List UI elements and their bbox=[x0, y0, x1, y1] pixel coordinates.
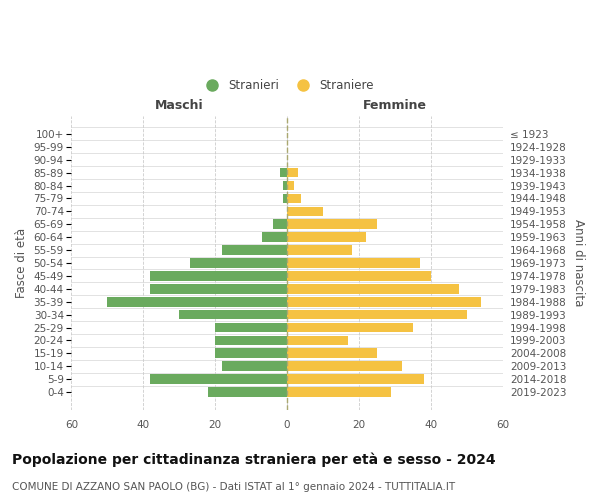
Bar bbox=[223, 245, 287, 255]
Bar bbox=[287, 387, 391, 397]
Bar bbox=[287, 348, 377, 358]
Bar bbox=[287, 374, 424, 384]
Text: COMUNE DI AZZANO SAN PAOLO (BG) - Dati ISTAT al 1° gennaio 2024 - TUTTITALIA.IT: COMUNE DI AZZANO SAN PAOLO (BG) - Dati I… bbox=[12, 482, 455, 492]
Y-axis label: Fasce di età: Fasce di età bbox=[15, 228, 28, 298]
Bar bbox=[287, 220, 377, 229]
Text: Popolazione per cittadinanza straniera per età e sesso - 2024: Popolazione per cittadinanza straniera p… bbox=[12, 452, 496, 467]
Bar bbox=[287, 271, 431, 280]
Bar bbox=[262, 232, 287, 242]
Bar bbox=[280, 168, 287, 177]
Text: Maschi: Maschi bbox=[155, 99, 203, 112]
Bar bbox=[151, 271, 287, 280]
Bar bbox=[208, 387, 287, 397]
Bar bbox=[287, 168, 298, 177]
Bar bbox=[287, 322, 413, 332]
Bar bbox=[287, 284, 460, 294]
Bar bbox=[215, 336, 287, 345]
Bar bbox=[151, 374, 287, 384]
Bar bbox=[287, 310, 467, 320]
Legend: Stranieri, Straniere: Stranieri, Straniere bbox=[196, 74, 379, 97]
Bar bbox=[223, 362, 287, 371]
Bar bbox=[287, 362, 402, 371]
Bar bbox=[287, 297, 481, 306]
Bar bbox=[287, 258, 420, 268]
Bar bbox=[283, 180, 287, 190]
Bar bbox=[287, 336, 348, 345]
Bar bbox=[179, 310, 287, 320]
Y-axis label: Anni di nascita: Anni di nascita bbox=[572, 220, 585, 306]
Bar bbox=[107, 297, 287, 306]
Bar bbox=[287, 206, 323, 216]
Bar bbox=[190, 258, 287, 268]
Bar bbox=[287, 245, 352, 255]
Bar bbox=[287, 194, 301, 203]
Bar bbox=[215, 322, 287, 332]
Text: Femmine: Femmine bbox=[363, 99, 427, 112]
Bar bbox=[151, 284, 287, 294]
Bar bbox=[287, 232, 366, 242]
Bar bbox=[272, 220, 287, 229]
Bar bbox=[283, 194, 287, 203]
Bar bbox=[287, 180, 294, 190]
Bar bbox=[215, 348, 287, 358]
